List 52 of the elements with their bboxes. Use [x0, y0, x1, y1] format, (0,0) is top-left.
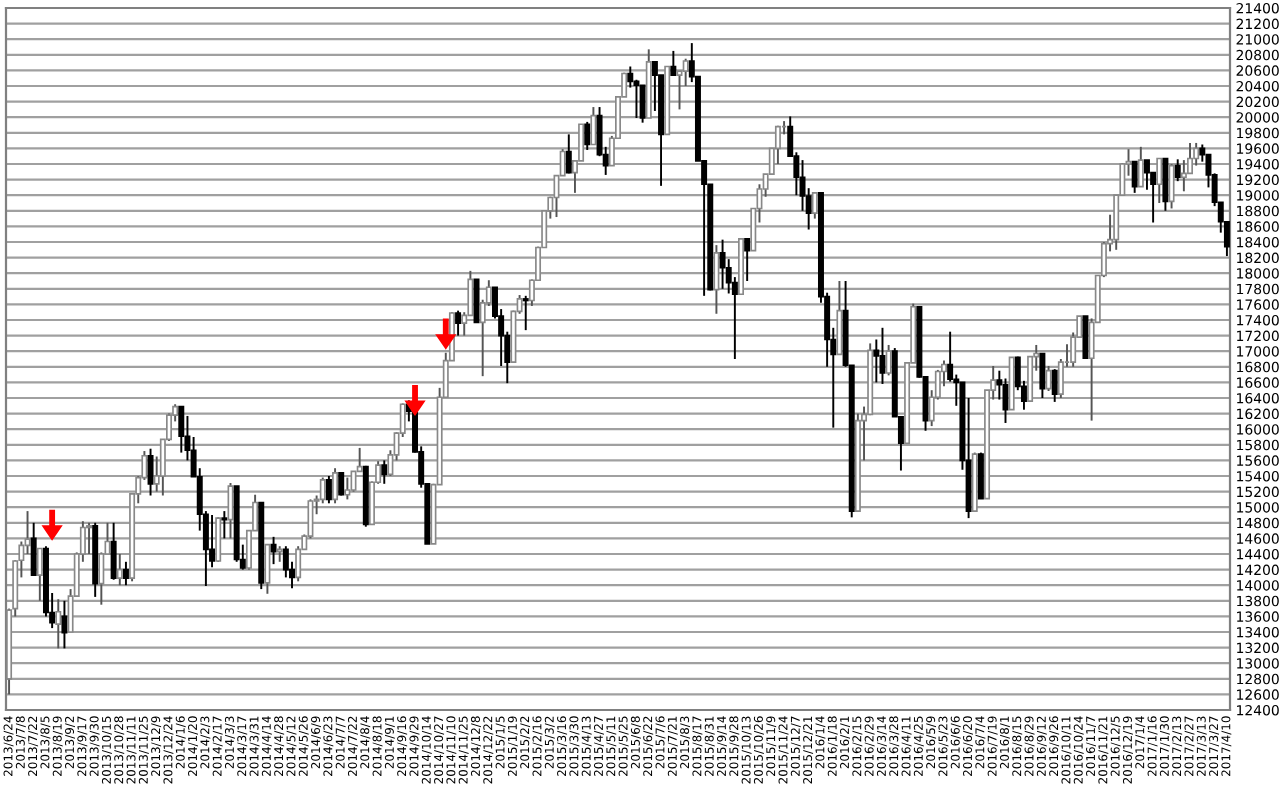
candlestick — [338, 471, 345, 497]
candlestick — [264, 543, 271, 595]
candlestick — [86, 521, 93, 555]
candlestick — [590, 106, 597, 146]
candlestick — [682, 57, 689, 87]
candlestick — [325, 475, 332, 505]
candlestick — [455, 309, 462, 337]
candlestick — [639, 84, 646, 124]
candlestick — [584, 120, 591, 151]
candlestick — [110, 521, 117, 581]
candlestick — [473, 278, 480, 324]
candlestick — [1027, 355, 1034, 402]
candlestick — [215, 516, 222, 563]
candlestick — [744, 237, 751, 282]
candlestick — [719, 238, 726, 290]
candlestick — [1180, 159, 1187, 193]
candlestick — [522, 294, 529, 332]
candlestick — [836, 280, 843, 356]
candlestick — [61, 599, 68, 650]
candlestick — [332, 467, 339, 505]
candlestick — [30, 521, 37, 577]
candlestick — [36, 547, 43, 602]
candlestick — [344, 476, 351, 501]
candlestick — [879, 326, 886, 385]
candlestick — [350, 470, 357, 493]
candlestick — [1174, 158, 1181, 183]
candlestick — [885, 343, 892, 377]
candlestick — [116, 553, 123, 587]
candlestick — [147, 447, 154, 497]
candlestick — [977, 451, 984, 500]
candlestick — [1156, 157, 1163, 204]
candlestick — [1143, 159, 1150, 191]
candlestick — [1168, 163, 1175, 210]
candlestick — [1162, 157, 1169, 212]
candlestick — [565, 133, 572, 175]
candlestick — [670, 49, 677, 77]
candlestick — [811, 191, 818, 220]
candlestick — [270, 535, 277, 566]
candlestick — [1051, 368, 1058, 403]
candlestick — [55, 598, 62, 650]
candlestick — [1137, 145, 1144, 188]
candlestick — [627, 65, 634, 89]
candlestick — [221, 510, 228, 540]
candlestick — [1045, 365, 1052, 392]
candlestick — [1082, 315, 1089, 360]
candlestick — [1039, 352, 1046, 399]
candlestick — [178, 405, 185, 454]
candlestick — [713, 244, 720, 315]
candlestick — [381, 459, 388, 485]
candlestick — [1131, 160, 1138, 194]
candlestick — [1193, 141, 1200, 167]
candlestick — [122, 560, 129, 587]
